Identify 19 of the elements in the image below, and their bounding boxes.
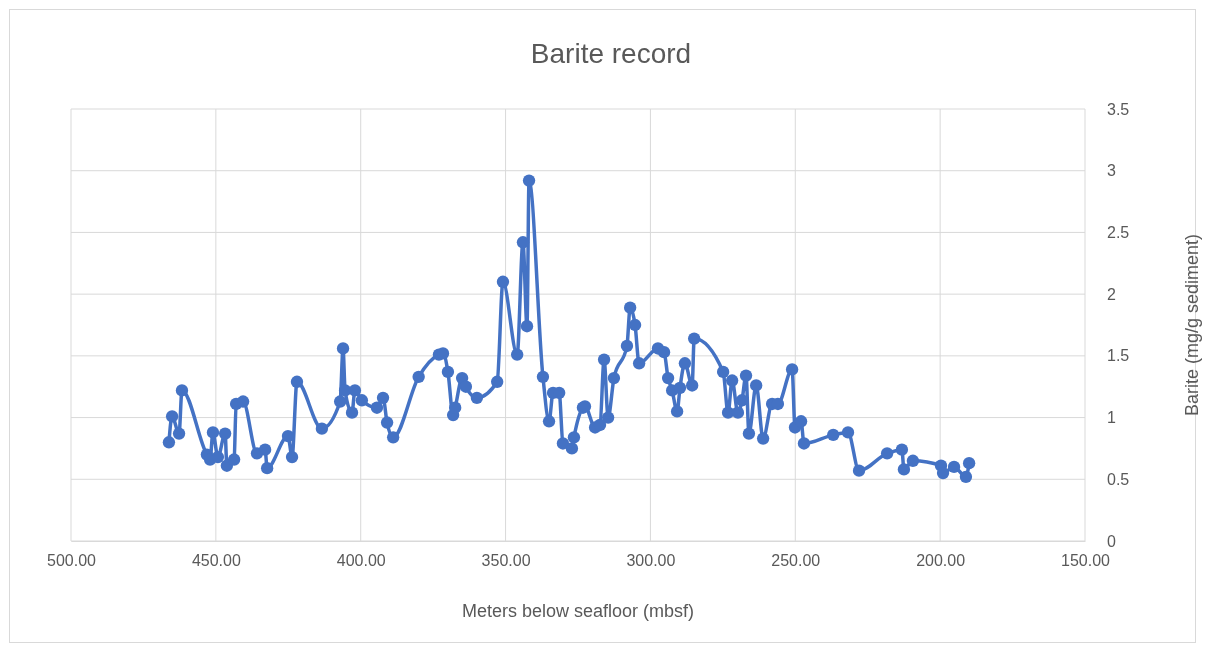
y-tick-label: 3 bbox=[1107, 162, 1116, 180]
x-tick-label: 400.00 bbox=[336, 552, 386, 570]
x-axis-title: Meters below seafloor (mbsf) bbox=[461, 601, 695, 621]
y-tick-label: 2 bbox=[1107, 285, 1116, 303]
y-tick-label: 0 bbox=[1107, 532, 1116, 550]
y-tick-label: 1 bbox=[1107, 409, 1116, 427]
x-tick-label: 250.00 bbox=[771, 552, 821, 570]
x-tick-label: 350.00 bbox=[481, 552, 531, 570]
y-tick-label: 0.5 bbox=[1107, 470, 1130, 488]
x-tick-label: 500.00 bbox=[47, 552, 97, 570]
y-axis-title: Barite (mg/g sediment) bbox=[1182, 233, 1202, 417]
y-tick-label: 2.5 bbox=[1107, 224, 1130, 242]
x-tick-label: 300.00 bbox=[626, 552, 676, 570]
x-tick-label: 200.00 bbox=[916, 552, 966, 570]
y-tick-label: 1.5 bbox=[1107, 347, 1130, 365]
chart-title: Barite record bbox=[530, 38, 692, 69]
x-tick-label: 150.00 bbox=[1061, 552, 1111, 570]
y-tick-label: 3.5 bbox=[1107, 100, 1130, 118]
x-tick-label: 450.00 bbox=[191, 552, 241, 570]
